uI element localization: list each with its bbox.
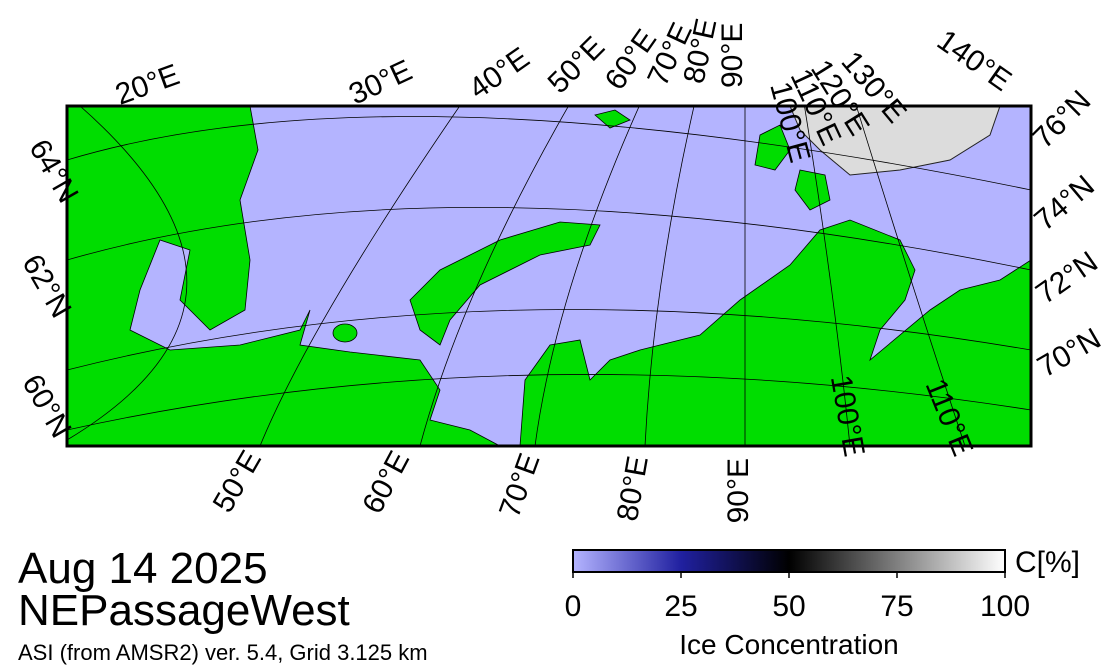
colorbar-tick-label: 100 [980, 590, 1030, 623]
bottom-longitude-label: 90°E [722, 458, 755, 523]
top-longitude-label: 30°E [344, 54, 417, 112]
land-island [332, 323, 358, 343]
source: ASI (from AMSR2) ver. 5.4, Grid 3.125 km [18, 640, 428, 665]
graticule [67, 106, 1031, 446]
bottom-longitude-label: 50°E [207, 445, 268, 518]
map-frame [65, 104, 1033, 448]
land-novaya-zemlya [409, 221, 601, 346]
colorbar-tick-label: 0 [565, 590, 582, 623]
right-latitude-label: 72°N [1030, 245, 1104, 310]
right-latitude-label: 70°N [1032, 322, 1107, 384]
colorbar-tick-label: 50 [772, 590, 805, 623]
region: NEPassageWest [18, 586, 350, 635]
bottom-longitude-label: 80°E [611, 453, 655, 523]
date: Aug 14 2025 [18, 544, 268, 593]
colorbar-ticks: 0 25 50 75 100 [565, 572, 1030, 623]
colorbar-tick-label: 75 [880, 590, 913, 623]
colorbar-unit: C[%] [1015, 546, 1080, 579]
map [67, 106, 1031, 446]
top-longitude-label: 90°E [716, 23, 749, 88]
sea-ice [789, 106, 1001, 176]
top-longitude-label: 40°E [463, 41, 535, 106]
land-franz-josef [594, 109, 631, 129]
land-scandinavia [67, 106, 501, 446]
bottom-longitude-label: 70°E [493, 449, 546, 522]
top-longitude-label: 20°E [111, 58, 184, 111]
land-siberia [519, 219, 1031, 446]
top-longitude-label: 140°E [931, 24, 1017, 98]
top-longitude-label: 50°E [542, 30, 612, 100]
colorbar-tick-label: 25 [664, 590, 697, 623]
colorbar-label: Ice Concentration [679, 629, 898, 660]
colorbar [572, 549, 1006, 573]
bottom-longitude-label: 60°E [356, 446, 416, 519]
right-latitude-label: 76°N [1027, 84, 1098, 155]
right-latitude-label: 74°N [1028, 169, 1101, 237]
